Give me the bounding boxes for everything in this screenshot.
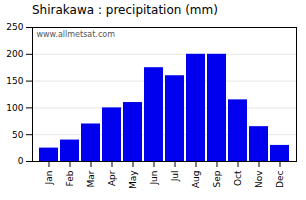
svg-text:Feb: Feb xyxy=(65,170,75,186)
svg-text:Jul: Jul xyxy=(170,171,180,183)
svg-text:Dec: Dec xyxy=(275,170,285,187)
svg-text:Aug: Aug xyxy=(191,171,201,189)
svg-text:www.allmetsat.com: www.allmetsat.com xyxy=(37,30,116,39)
svg-text:May: May xyxy=(128,170,138,189)
svg-text:50: 50 xyxy=(12,130,24,140)
svg-text:Jun: Jun xyxy=(149,171,159,186)
svg-text:0: 0 xyxy=(18,156,24,166)
svg-text:100: 100 xyxy=(6,103,23,113)
svg-text:Sep: Sep xyxy=(212,170,222,187)
svg-text:200: 200 xyxy=(6,49,23,59)
svg-text:Jan: Jan xyxy=(44,171,54,186)
html-text:Shirakawa : precipitation (mm): Shirakawa : precipitation (mm) xyxy=(32,3,218,17)
svg-text:Nov: Nov xyxy=(254,170,264,188)
svg-text:Mar: Mar xyxy=(86,170,96,187)
svg-text:Oct: Oct xyxy=(233,170,243,186)
svg-text:150: 150 xyxy=(6,76,23,86)
svg-text:Apr: Apr xyxy=(107,170,117,186)
svg-text:250: 250 xyxy=(6,22,23,32)
